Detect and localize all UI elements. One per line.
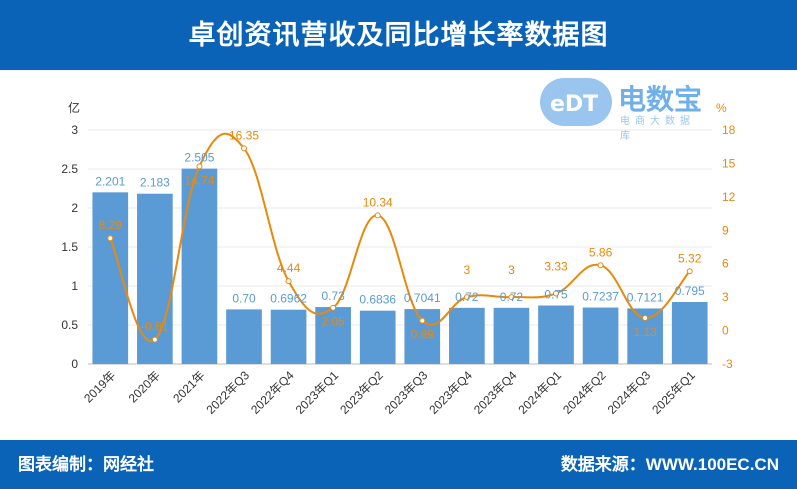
bar [270, 309, 307, 364]
bar-value-label: 0.7041 [404, 291, 441, 305]
line-value-label: 3 [508, 263, 515, 277]
bar [359, 310, 396, 364]
page-title: 卓创资讯营收及同比增长率数据图 [0, 0, 797, 70]
bar [671, 301, 708, 364]
bar-value-label: 0.6836 [359, 293, 396, 307]
line-point [196, 163, 203, 170]
y-tick-label: 0 [71, 357, 78, 371]
x-tick-label: 2022年Q3 [204, 368, 253, 417]
bar [538, 305, 574, 364]
line-value-label: 3 [464, 263, 471, 277]
line-value-label: 0.89 [411, 328, 435, 342]
bar-value-label: 0.73 [321, 289, 345, 303]
line-point [553, 290, 559, 297]
footer: 图表编制：网经社 数据来源：WWW.100EC.CN [0, 440, 797, 489]
y-tick-label: 0.5 [61, 318, 78, 332]
bar [582, 307, 619, 364]
line-value-label: 4.44 [277, 261, 301, 275]
logo-name: 电数宝 [618, 84, 703, 115]
bar-value-label: 0.75 [544, 288, 568, 302]
y2-tick-label: 0 [722, 324, 729, 338]
bar [449, 307, 485, 364]
x-tick-label: 2022年Q4 [248, 368, 297, 417]
x-tick-label: 2024年Q2 [560, 368, 609, 417]
x-tick-label: 2024年Q3 [605, 368, 654, 417]
line-value-label: 5.32 [678, 251, 702, 265]
bar-value-label: 2.505 [184, 151, 214, 165]
line-point [241, 145, 247, 152]
line-point [151, 336, 158, 343]
line-value-label: 5.86 [589, 245, 613, 259]
x-tick-label: 2023年Q2 [337, 368, 386, 417]
bar-value-label: 0.7237 [582, 290, 619, 304]
y-tick-label: 1 [71, 279, 78, 293]
line-value-label: 3.33 [544, 259, 568, 273]
y2-tick-label: 15 [722, 156, 736, 170]
line-point [374, 212, 381, 219]
logo: eDT 电数宝 电商大数据库 [540, 74, 708, 142]
x-tick-label: 2020年 [126, 368, 163, 405]
editor-credit: 图表编制：网经社 [18, 455, 154, 474]
line-value-label: 10.34 [363, 195, 393, 209]
x-tick-label: 2025年Q1 [649, 368, 698, 417]
line-point [686, 268, 693, 275]
cloud-icon [540, 78, 612, 126]
y2-tick-label: 18 [722, 123, 736, 137]
bar-value-label: 0.70 [232, 291, 256, 305]
y-tick-label: 3 [71, 123, 78, 137]
y2-tick-label: 6 [722, 257, 729, 271]
x-tick-label: 2023年Q4 [426, 368, 475, 417]
line-point [597, 262, 604, 269]
line-value-label: 16.35 [229, 128, 259, 142]
bar-value-label: 0.6962 [270, 292, 307, 306]
line-point [285, 278, 292, 285]
y2-tick-label: 12 [722, 190, 736, 204]
line-point [107, 235, 114, 242]
logo-mark: eDT [550, 92, 599, 117]
bar-value-label: 0.72 [455, 290, 479, 304]
bar [226, 309, 262, 364]
line-value-label: 14.74 [184, 173, 214, 187]
x-tick-label: 2023年Q4 [471, 368, 520, 417]
bar-value-label: 0.7121 [627, 290, 664, 304]
x-tick-label: 2023年Q1 [293, 368, 342, 417]
line-point [508, 294, 515, 301]
y-tick-label: 2.5 [61, 162, 78, 176]
x-tick-label: 2024年Q1 [516, 368, 565, 417]
x-tick-label: 2023年Q3 [382, 368, 431, 417]
bar [181, 168, 218, 364]
x-tick-label: 2021年 [170, 368, 207, 405]
line-value-label: 1.13 [633, 325, 657, 339]
line-point [642, 314, 649, 321]
y-axis-label: 亿 [68, 100, 80, 115]
y2-axis-label: % [716, 101, 727, 115]
line-point [463, 294, 470, 301]
bar-value-label: 2.201 [95, 174, 125, 188]
data-source: 数据来源：WWW.100EC.CN [560, 455, 779, 474]
bar [315, 307, 351, 364]
y2-tick-label: -3 [722, 357, 733, 371]
y-tick-label: 1.5 [61, 240, 78, 254]
bar [493, 307, 530, 364]
line-point [330, 304, 337, 311]
y-tick-label: 2 [71, 201, 78, 215]
y2-tick-label: 9 [722, 223, 729, 237]
line-point [419, 317, 426, 324]
bar-value-label: 0.795 [675, 284, 705, 298]
bar-value-label: 0.72 [500, 290, 524, 304]
line-value-label: 8.29 [99, 218, 123, 232]
y2-tick-label: 3 [722, 290, 729, 304]
x-tick-label: 2019年 [81, 368, 118, 405]
line-value-label: -0.81 [141, 320, 169, 334]
bar-value-label: 2.183 [140, 176, 170, 190]
logo-sub: 电商大数据库 [620, 116, 695, 142]
line-value-label: 2.05 [321, 315, 345, 329]
